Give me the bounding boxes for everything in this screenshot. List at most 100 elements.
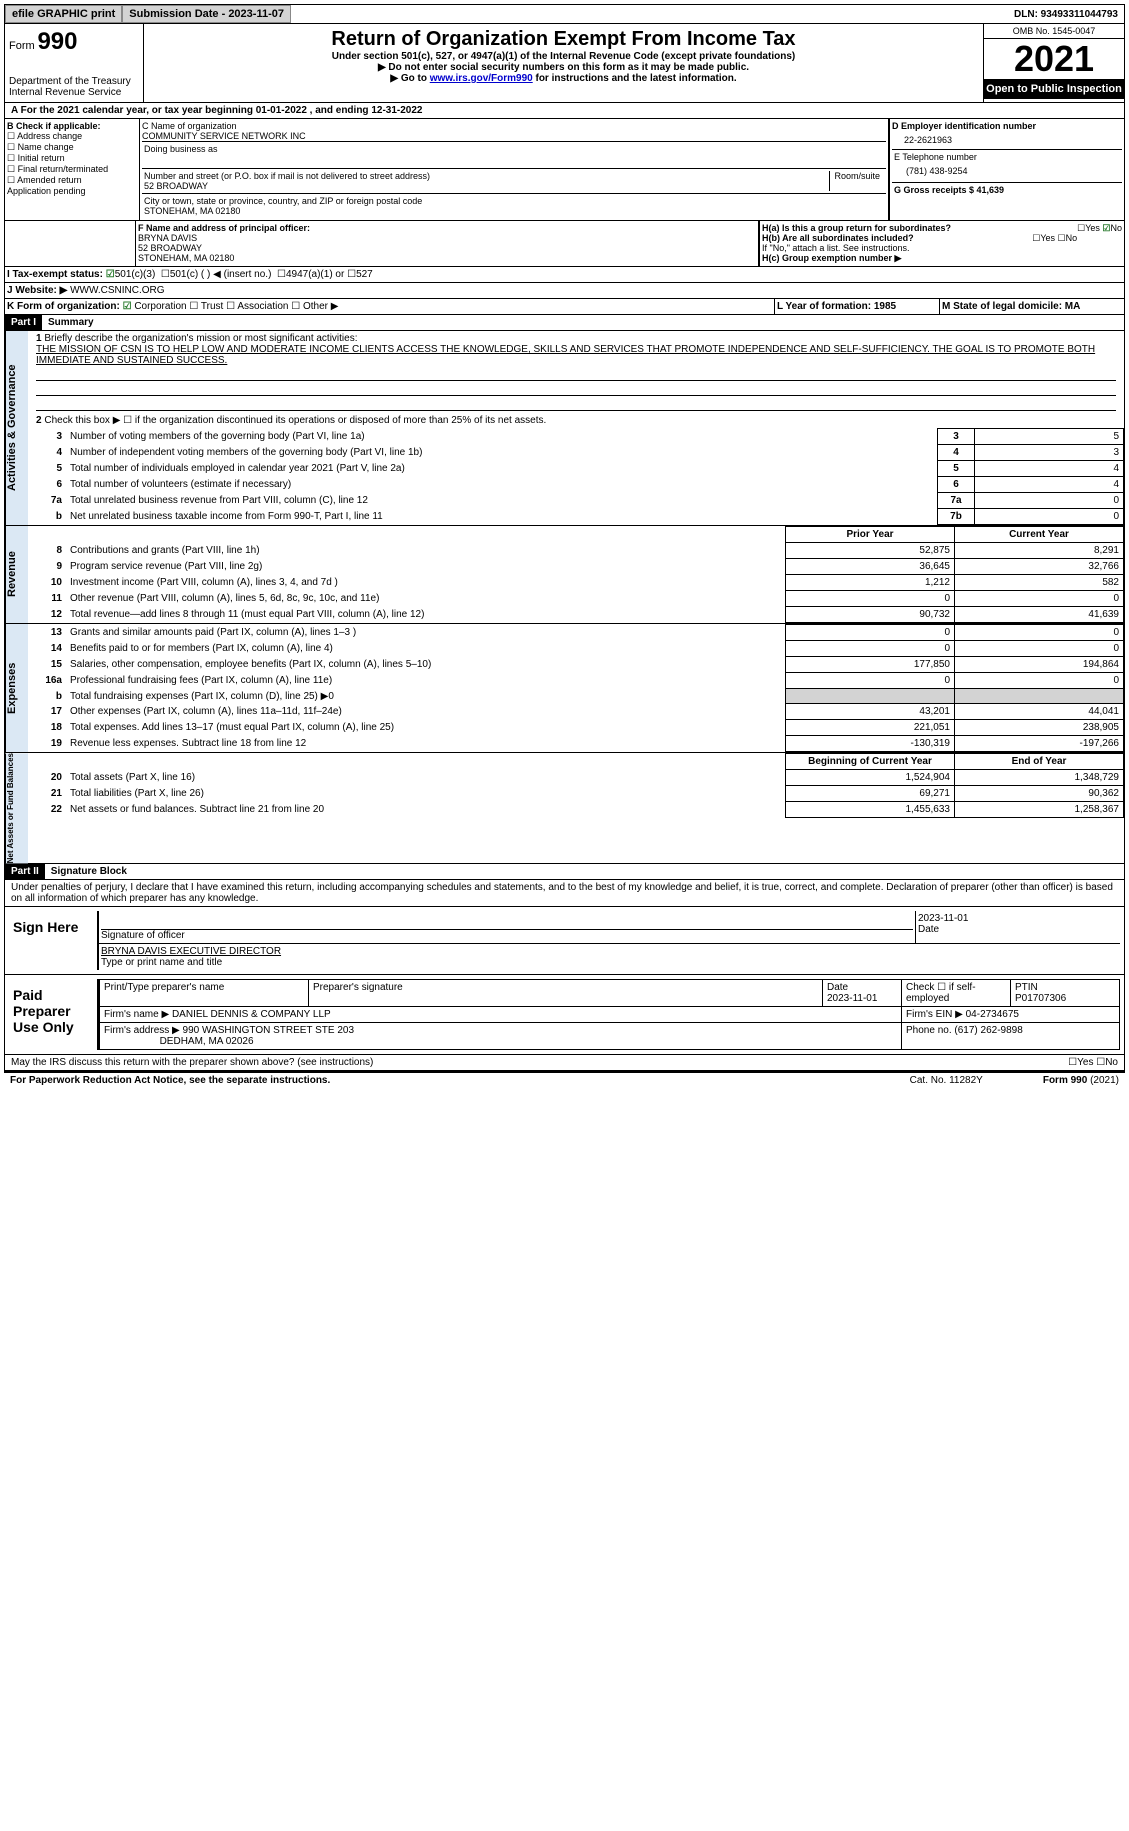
527[interactable]: 527 [356,269,373,280]
self-employed-check[interactable]: Check ☐ if self-employed [902,980,1011,1007]
paid-preparer-block: Paid Preparer Use Only Print/Type prepar… [4,975,1125,1055]
table-row: 20Total assets (Part X, line 16)1,524,90… [28,770,1124,786]
revenue-label: Revenue [5,526,28,623]
subtitle-1: Under section 501(c), 527, or 4947(a)(1)… [148,51,979,62]
table-row: 4Number of independent voting members of… [28,445,1124,461]
irs-link[interactable]: www.irs.gov/Form990 [430,73,533,84]
tax-year: 2021 [984,39,1124,79]
city-label: City or town, state or province, country… [144,196,884,206]
form-header: Form 990 Department of the Treasury Inte… [4,24,1125,103]
submission-date-button[interactable]: Submission Date - 2023-11-07 [122,5,291,23]
state-domicile: M State of legal domicile: MA [942,301,1080,312]
table-row: 17Other expenses (Part IX, column (A), l… [28,704,1124,720]
firm-name-label: Firm's name ▶ [104,1009,169,1020]
ein-label: D Employer identification number [892,121,1036,131]
net-assets-label: Net Assets or Fund Balances [5,753,28,863]
table-row: 3Number of voting members of the governi… [28,429,1124,445]
table-row: 22Net assets or fund balances. Subtract … [28,802,1124,818]
firm-addr2: DEDHAM, MA 02026 [160,1036,254,1047]
k-other[interactable]: Other ▶ [303,301,338,312]
chk-final-return[interactable]: ☐ Final return/terminated [7,164,137,175]
hb-note: If "No," attach a list. See instructions… [762,243,1122,253]
sign-here-block: Sign Here Signature of officer 2023-11-0… [4,907,1125,975]
chk-address-change[interactable]: ☐ Address change [7,131,137,142]
ha-yes[interactable]: Yes [1085,223,1100,233]
firm-addr-label: Firm's address ▶ [104,1025,180,1036]
chk-name-change[interactable]: ☐ Name change [7,142,137,153]
officer-printed-name: BRYNA DAVIS EXECUTIVE DIRECTOR [101,946,1118,957]
sig-date-label: Date [918,924,939,935]
table-row: 7aTotal unrelated business revenue from … [28,493,1124,509]
k-assoc[interactable]: Association [237,301,288,312]
l2-text: Check this box ▶ ☐ if the organization d… [44,415,546,426]
goto-pre: ▶ Go to [390,73,429,84]
sig-of-officer-label: Signature of officer [101,930,185,941]
table-row: 15Salaries, other compensation, employee… [28,657,1124,673]
hb-no[interactable]: No [1066,233,1078,243]
form-number: 990 [37,28,77,55]
table-row: 16aProfessional fundraising fees (Part I… [28,673,1124,689]
sig-date: 2023-11-01 [918,913,1118,924]
dln-label: DLN: 93493311044793 [1008,7,1124,22]
hb-yes[interactable]: Yes [1040,233,1055,243]
table-row: bNet unrelated business taxable income f… [28,509,1124,525]
ptin-label: PTIN [1015,982,1038,993]
subtitle-2: ▶ Do not enter social security numbers o… [148,62,979,73]
part1-bar: Part I [5,315,42,330]
table-row: 11Other revenue (Part VIII, column (A), … [28,591,1124,607]
discuss-yes[interactable]: Yes [1077,1057,1093,1068]
beg-year-hdr: Beginning of Current Year [786,754,955,770]
paid-preparer-label: Paid Preparer Use Only [9,979,97,1050]
firm-name: DANIEL DENNIS & COMPANY LLP [172,1009,331,1020]
ptin-value: P01707306 [1015,993,1066,1004]
hc-label: H(c) Group exemption number ▶ [762,253,901,263]
discuss-no[interactable]: No [1105,1057,1118,1068]
tax-status-label: I Tax-exempt status: [7,269,103,280]
org-city: STONEHAM, MA 02180 [144,206,884,216]
officer-addr: 52 BROADWAY [138,243,756,253]
efile-button[interactable]: efile GRAPHIC print [5,5,122,23]
501c3[interactable]: 501(c)(3) [115,269,156,280]
paperwork-notice: For Paperwork Reduction Act Notice, see … [10,1075,330,1086]
table-row: 19Revenue less expenses. Subtract line 1… [28,736,1124,752]
phone-value: (781) 438-9254 [894,162,1120,180]
prep-date: 2023-11-01 [827,993,877,1004]
omb-number: OMB No. 1545-0047 [984,24,1124,39]
activities-governance-label: Activities & Governance [5,331,28,525]
gross-receipts: G Gross receipts $ 41,639 [894,185,1004,195]
phone-label: E Telephone number [894,152,1120,162]
prior-year-hdr: Prior Year [786,527,955,543]
dba-label: Doing business as [142,141,886,156]
irs-label: Internal Revenue Service [9,87,139,98]
cat-no: Cat. No. 11282Y [910,1075,983,1086]
mission-text: THE MISSION OF CSN IS TO HELP LOW AND MO… [36,344,1095,366]
officer-city: STONEHAM, MA 02180 [138,253,756,263]
chk-amended[interactable]: ☐ Amended return [7,175,137,186]
ha-no[interactable]: No [1110,223,1122,233]
current-year-hdr: Current Year [955,527,1124,543]
4947a1[interactable]: 4947(a)(1) or [286,269,344,280]
goto-post: for instructions and the latest informat… [533,73,737,84]
table-row: 14Benefits paid to or for members (Part … [28,641,1124,657]
footer-form-no: 990 [1071,1075,1088,1086]
table-row: 8Contributions and grants (Part VIII, li… [28,543,1124,559]
activities-table: 3Number of voting members of the governi… [28,428,1124,525]
end-year-hdr: End of Year [955,754,1124,770]
chk-app-pending[interactable]: Application pending [7,186,137,196]
website-value: WWW.CSNINC.ORG [70,285,164,296]
k-trust[interactable]: Trust [201,301,223,312]
k-corp[interactable]: Corporation [134,301,186,312]
l1-text: Briefly describe the organization's miss… [44,333,357,344]
top-bar: efile GRAPHIC print Submission Date - 20… [4,4,1125,24]
expenses-label: Expenses [5,624,28,752]
b-label: B Check if applicable: [7,121,101,131]
form-title: Return of Organization Exempt From Incom… [148,28,979,51]
org-address: 52 BROADWAY [144,181,829,191]
discuss-text: May the IRS discuss this return with the… [11,1057,373,1068]
type-name-label: Type or print name and title [101,957,222,968]
table-row: 12Total revenue—add lines 8 through 11 (… [28,607,1124,623]
year-formation: L Year of formation: 1985 [777,301,896,312]
chk-initial-return[interactable]: ☐ Initial return [7,153,137,164]
501c-other[interactable]: 501(c) ( ) ◀ (insert no.) [170,269,272,280]
room-label: Room/suite [829,171,884,191]
